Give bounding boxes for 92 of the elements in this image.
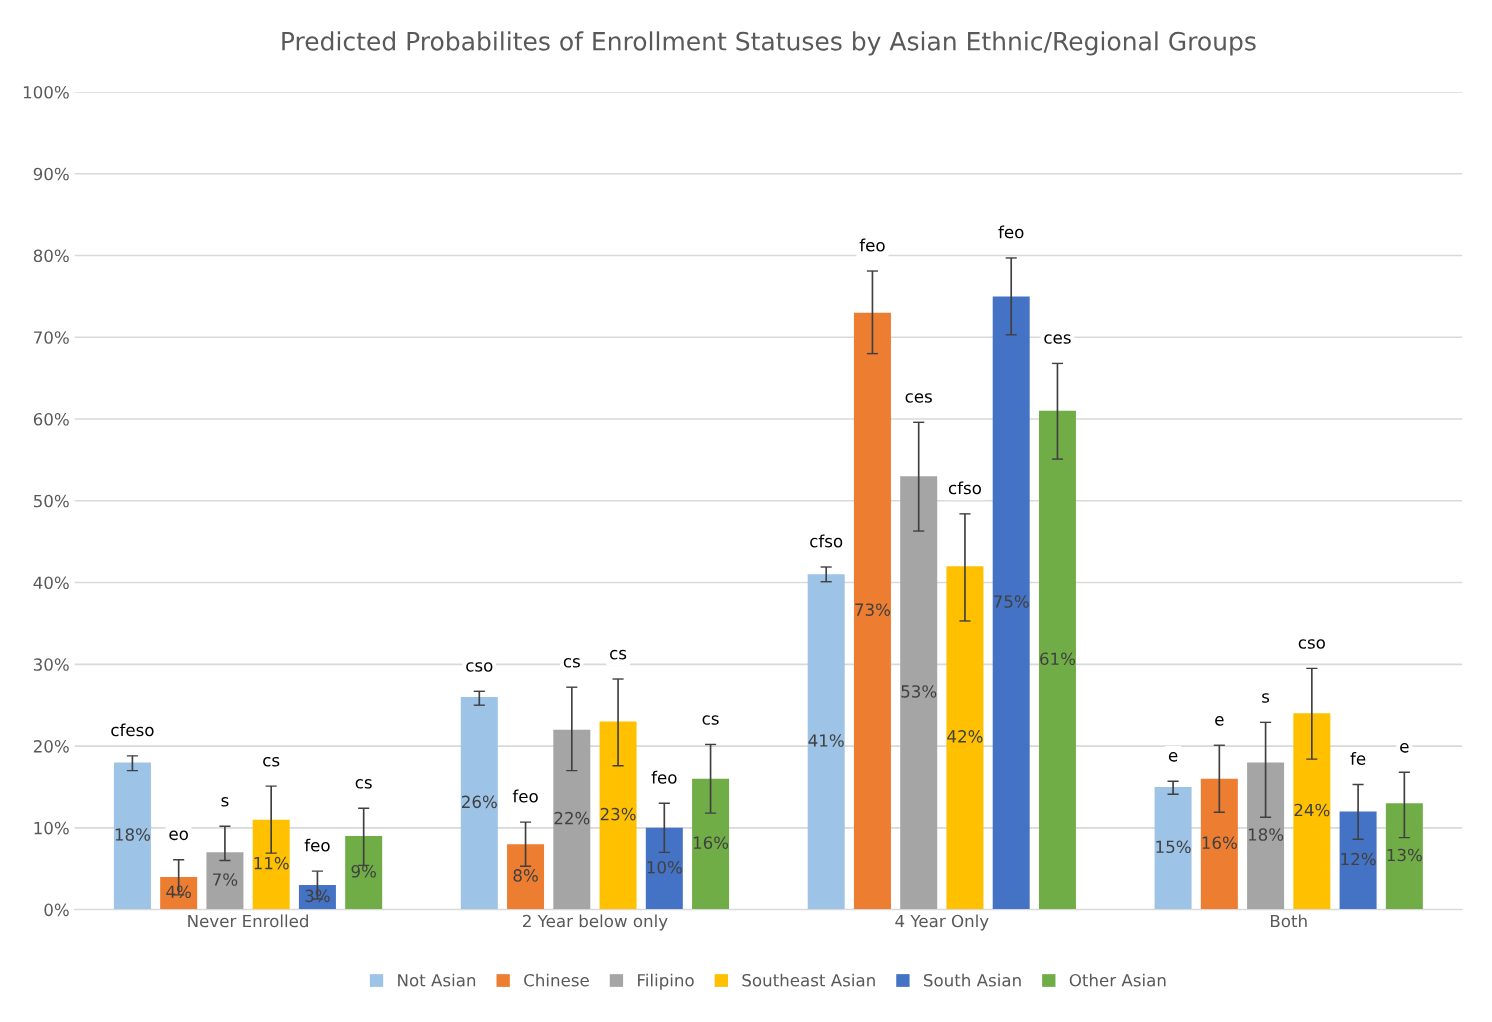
data-label: 75% [994, 595, 1029, 608]
data-label: 11% [254, 856, 289, 870]
y-tick-label: 100% [23, 85, 69, 99]
bar [206, 852, 244, 910]
data-label: 23% [600, 807, 636, 821]
annotation: feo [859, 238, 885, 252]
bar [1339, 811, 1377, 910]
bar [113, 762, 151, 910]
bar [1200, 778, 1238, 910]
y-tick-label: 90% [33, 167, 69, 181]
data-label: 26% [462, 795, 497, 809]
legend-label: Chinese [524, 973, 589, 987]
y-tick-label: 40% [33, 576, 69, 590]
x-tick-label: Never Enrolled [188, 914, 308, 928]
legend-label: Not Asian [398, 973, 476, 987]
x-tick-label: 2 Year below only [522, 914, 668, 931]
bar [345, 836, 383, 910]
annotation: s [1262, 693, 1270, 703]
data-label: 73% [855, 603, 891, 616]
chart-title: Predicted Probabilites of Enrollment Statuses by Asian Ethnic/Regional Groups [282, 31, 1256, 56]
bar [460, 697, 498, 910]
y-tick-label: 10% [34, 821, 69, 835]
annotation: cso [1298, 639, 1325, 649]
bar [692, 778, 730, 910]
legend-label: Filipino [638, 973, 694, 990]
data-label: 10% [647, 860, 682, 874]
annotation: cs [263, 756, 280, 767]
annotation: cs [355, 779, 372, 789]
bar [507, 844, 545, 910]
annotation: cfso [948, 481, 981, 495]
annotation: cs [563, 658, 580, 668]
legend-label: Southeast Asian [742, 973, 875, 987]
y-tick-label: 0% [44, 903, 69, 917]
data-label: 41% [808, 734, 844, 747]
annotation: e [1400, 743, 1409, 753]
annotation: feo [512, 789, 538, 803]
annotation: e [1215, 716, 1224, 726]
annotation: feo [998, 225, 1024, 239]
bar [645, 827, 683, 910]
data-label: 16% [693, 836, 729, 850]
annotation: cs [702, 715, 719, 725]
bar [599, 721, 637, 910]
bar [160, 876, 198, 910]
y-tick-label: 30% [33, 658, 69, 671]
annotation: ces [905, 393, 932, 403]
data-label: 53% [901, 685, 937, 698]
bar [807, 574, 845, 910]
data-label: 24% [1294, 803, 1330, 817]
data-label: 7% [213, 873, 238, 886]
bar [1038, 410, 1076, 910]
bar [1293, 713, 1331, 910]
data-label: 18% [1248, 828, 1284, 841]
bar [252, 819, 290, 910]
data-label: 18% [115, 828, 151, 841]
annotation: feo [651, 770, 677, 784]
annotation: feo [304, 838, 330, 852]
data-label: 13% [1387, 848, 1422, 862]
data-label: 16% [1202, 836, 1237, 850]
bar [946, 566, 984, 910]
data-label: 4% [166, 885, 191, 899]
bar [1385, 803, 1423, 910]
annotation: cfso [810, 534, 843, 548]
y-tick-label: 70% [34, 331, 69, 344]
x-tick-label: 4 Year Only [895, 914, 989, 931]
legend-label: South Asian [924, 973, 1021, 987]
annotation: fe [1350, 752, 1366, 765]
data-label: 22% [554, 811, 590, 825]
bar [992, 296, 1030, 910]
annotation: ces [1044, 334, 1071, 344]
bar [853, 312, 891, 910]
annotation: cso [466, 662, 493, 672]
annotation: e [1168, 752, 1178, 762]
legend-label: Other Asian [1069, 973, 1166, 987]
bar [1247, 762, 1285, 910]
y-tick-label: 20% [33, 740, 69, 753]
data-label: 8% [513, 869, 538, 882]
annotation: s [221, 797, 229, 807]
data-label: 61% [1040, 652, 1076, 666]
x-tick-label: Both [1270, 914, 1307, 928]
data-label: 9% [351, 865, 376, 878]
data-label: 12% [1341, 852, 1376, 866]
bar [553, 729, 591, 910]
y-tick-label: 60% [33, 412, 69, 426]
annotation: cfeso [111, 723, 154, 737]
y-tick-label: 80% [33, 249, 69, 263]
y-tick-label: 50% [33, 494, 69, 508]
bar [1154, 786, 1192, 910]
annotation: eo [169, 830, 188, 841]
data-label: 15% [1156, 840, 1191, 854]
data-label: 42% [947, 730, 983, 743]
annotation: cs [610, 649, 627, 660]
bar [900, 476, 938, 910]
